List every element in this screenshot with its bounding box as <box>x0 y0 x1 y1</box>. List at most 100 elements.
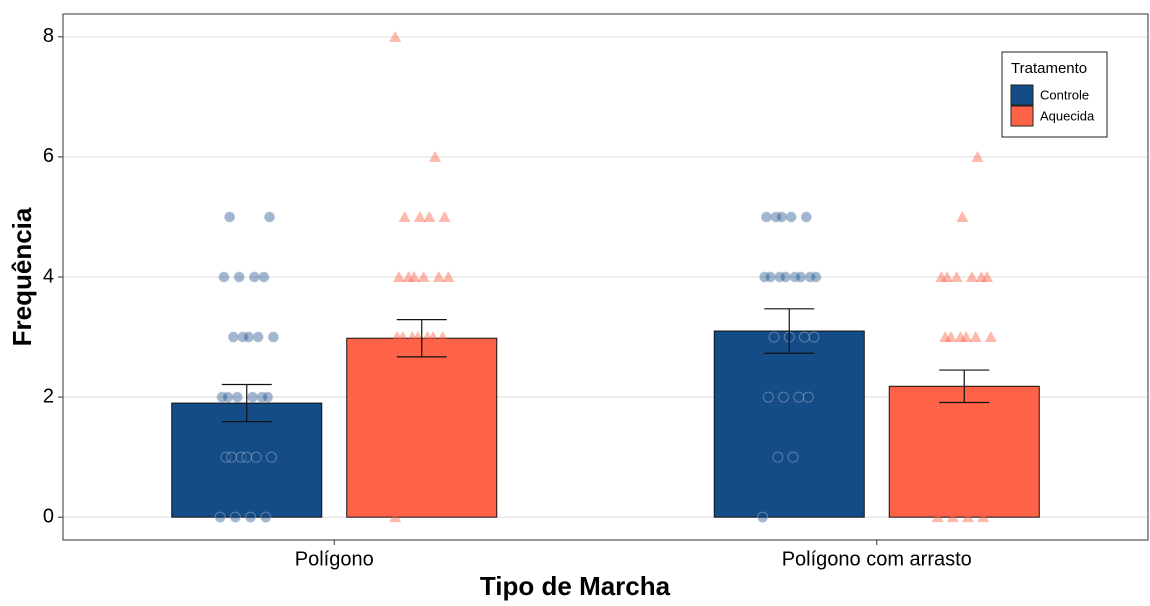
data-point <box>941 271 954 282</box>
data-point <box>265 451 277 463</box>
data-point <box>394 451 407 463</box>
bar <box>346 337 498 518</box>
data-point <box>977 511 990 523</box>
data-point <box>411 331 424 343</box>
data-point <box>404 451 417 463</box>
data-point <box>229 511 241 523</box>
data-point <box>241 451 253 463</box>
data-point <box>248 271 260 283</box>
data-point <box>939 331 952 343</box>
data-point <box>267 331 279 343</box>
data-point <box>776 211 788 223</box>
data-point <box>956 210 969 222</box>
data-point <box>260 511 272 523</box>
data-point <box>423 210 436 222</box>
data-point <box>772 451 784 463</box>
x-axis-title: Tipo de Marcha <box>480 571 671 601</box>
data-point <box>417 271 430 282</box>
plot-border <box>62 13 1149 541</box>
data-point <box>226 451 238 463</box>
y-tick-label: 4 <box>43 265 54 287</box>
data-point <box>442 271 455 282</box>
data-point <box>935 271 948 282</box>
data-point <box>952 451 965 463</box>
data-point <box>227 331 239 343</box>
y-tick-label: 8 <box>43 25 54 47</box>
data-point <box>960 331 973 343</box>
data-point <box>243 331 255 343</box>
data-point <box>231 391 243 403</box>
data-point <box>434 451 447 463</box>
data-point <box>760 211 772 223</box>
data-point <box>410 451 423 463</box>
legend-label: Controle <box>1040 87 1089 102</box>
data-point <box>963 391 976 403</box>
data-point <box>396 331 409 343</box>
data-point <box>264 211 276 223</box>
data-point <box>787 451 799 463</box>
data-point <box>408 271 421 282</box>
x-tick-label: Polígono com arrasto <box>782 548 972 570</box>
data-point <box>389 30 402 42</box>
data-point <box>245 511 257 523</box>
data-point <box>933 391 946 403</box>
data-point <box>971 150 984 162</box>
legend-swatch <box>1010 84 1034 106</box>
data-point <box>258 271 270 283</box>
data-point <box>233 271 245 283</box>
error-bar <box>939 369 990 404</box>
data-point <box>415 391 428 403</box>
data-point <box>785 211 797 223</box>
data-point <box>937 451 950 463</box>
legend-label: Aquecida <box>1040 108 1095 123</box>
data-point <box>250 451 262 463</box>
data-point <box>440 391 453 403</box>
error-bar <box>764 308 815 354</box>
data-point <box>406 331 419 343</box>
data-point <box>944 331 957 343</box>
data-point <box>969 331 982 343</box>
data-point <box>810 271 822 283</box>
data-point <box>220 451 232 463</box>
data-point <box>421 331 434 343</box>
data-point <box>795 271 807 283</box>
data-point <box>391 331 404 343</box>
data-point <box>793 391 805 403</box>
error-bar <box>221 383 272 423</box>
data-point <box>398 210 411 222</box>
data-point <box>984 331 997 343</box>
data-point <box>946 511 959 523</box>
data-point <box>432 271 445 282</box>
x-tick-label: Polígono <box>295 548 374 570</box>
data-point <box>224 211 236 223</box>
data-point <box>779 271 791 283</box>
data-point <box>768 331 780 343</box>
data-point <box>798 331 810 343</box>
data-point <box>962 511 975 523</box>
data-point <box>392 271 405 282</box>
data-point <box>425 391 438 403</box>
data-point <box>973 391 986 403</box>
y-tick-label: 0 <box>43 505 54 527</box>
data-point <box>389 511 402 523</box>
data-point <box>216 391 228 403</box>
bar <box>888 385 1040 518</box>
legend-title: Tratamento <box>1011 60 1087 77</box>
data-point <box>981 271 994 282</box>
data-point <box>214 511 226 523</box>
data-point <box>218 271 230 283</box>
data-point <box>246 391 258 403</box>
data-point <box>943 451 956 463</box>
data-point <box>252 331 264 343</box>
data-point <box>808 331 820 343</box>
data-point <box>430 391 443 403</box>
data-point <box>802 391 814 403</box>
data-point <box>954 331 967 343</box>
data-point <box>413 210 426 222</box>
data-point <box>427 331 440 343</box>
data-point <box>759 271 771 283</box>
data-point <box>262 391 274 403</box>
y-axis-title: Frequência <box>7 207 37 346</box>
data-point <box>419 451 432 463</box>
